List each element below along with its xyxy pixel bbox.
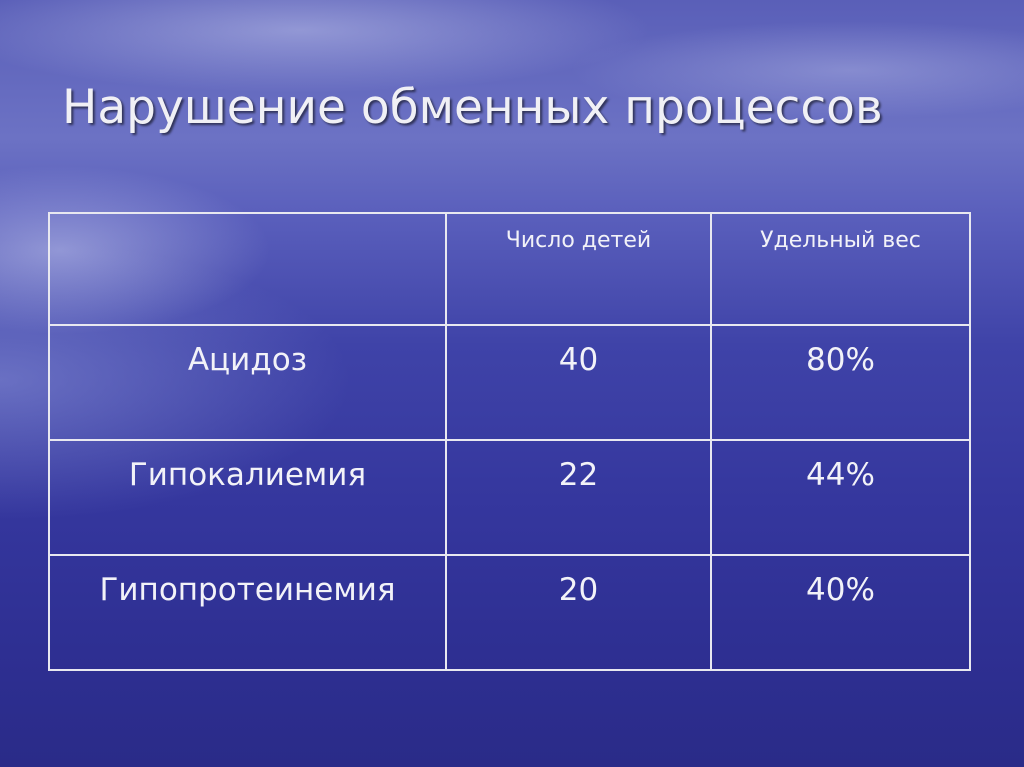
table-row: Гипокалиемия 22 44% (48, 439, 971, 556)
header-empty-cell (48, 212, 447, 326)
row-label: Ацидоз (48, 324, 447, 441)
row-share: 44% (710, 439, 971, 556)
row-label: Гипопротеинемия (48, 554, 447, 671)
table-header-row: Число детей Удельный вес (48, 212, 971, 326)
header-count: Число детей (445, 212, 712, 326)
table-row: Гипопротеинемия 20 40% (48, 554, 971, 671)
row-label: Гипокалиемия (48, 439, 447, 556)
table-row: Ацидоз 40 80% (48, 324, 971, 441)
slide-title: Нарушение обменных процессов (62, 80, 883, 135)
row-share: 40% (710, 554, 971, 671)
row-count: 20 (445, 554, 712, 671)
row-count: 22 (445, 439, 712, 556)
row-count: 40 (445, 324, 712, 441)
row-share: 80% (710, 324, 971, 441)
data-table: Число детей Удельный вес Ацидоз 40 80% Г… (48, 212, 971, 671)
header-share: Удельный вес (710, 212, 971, 326)
